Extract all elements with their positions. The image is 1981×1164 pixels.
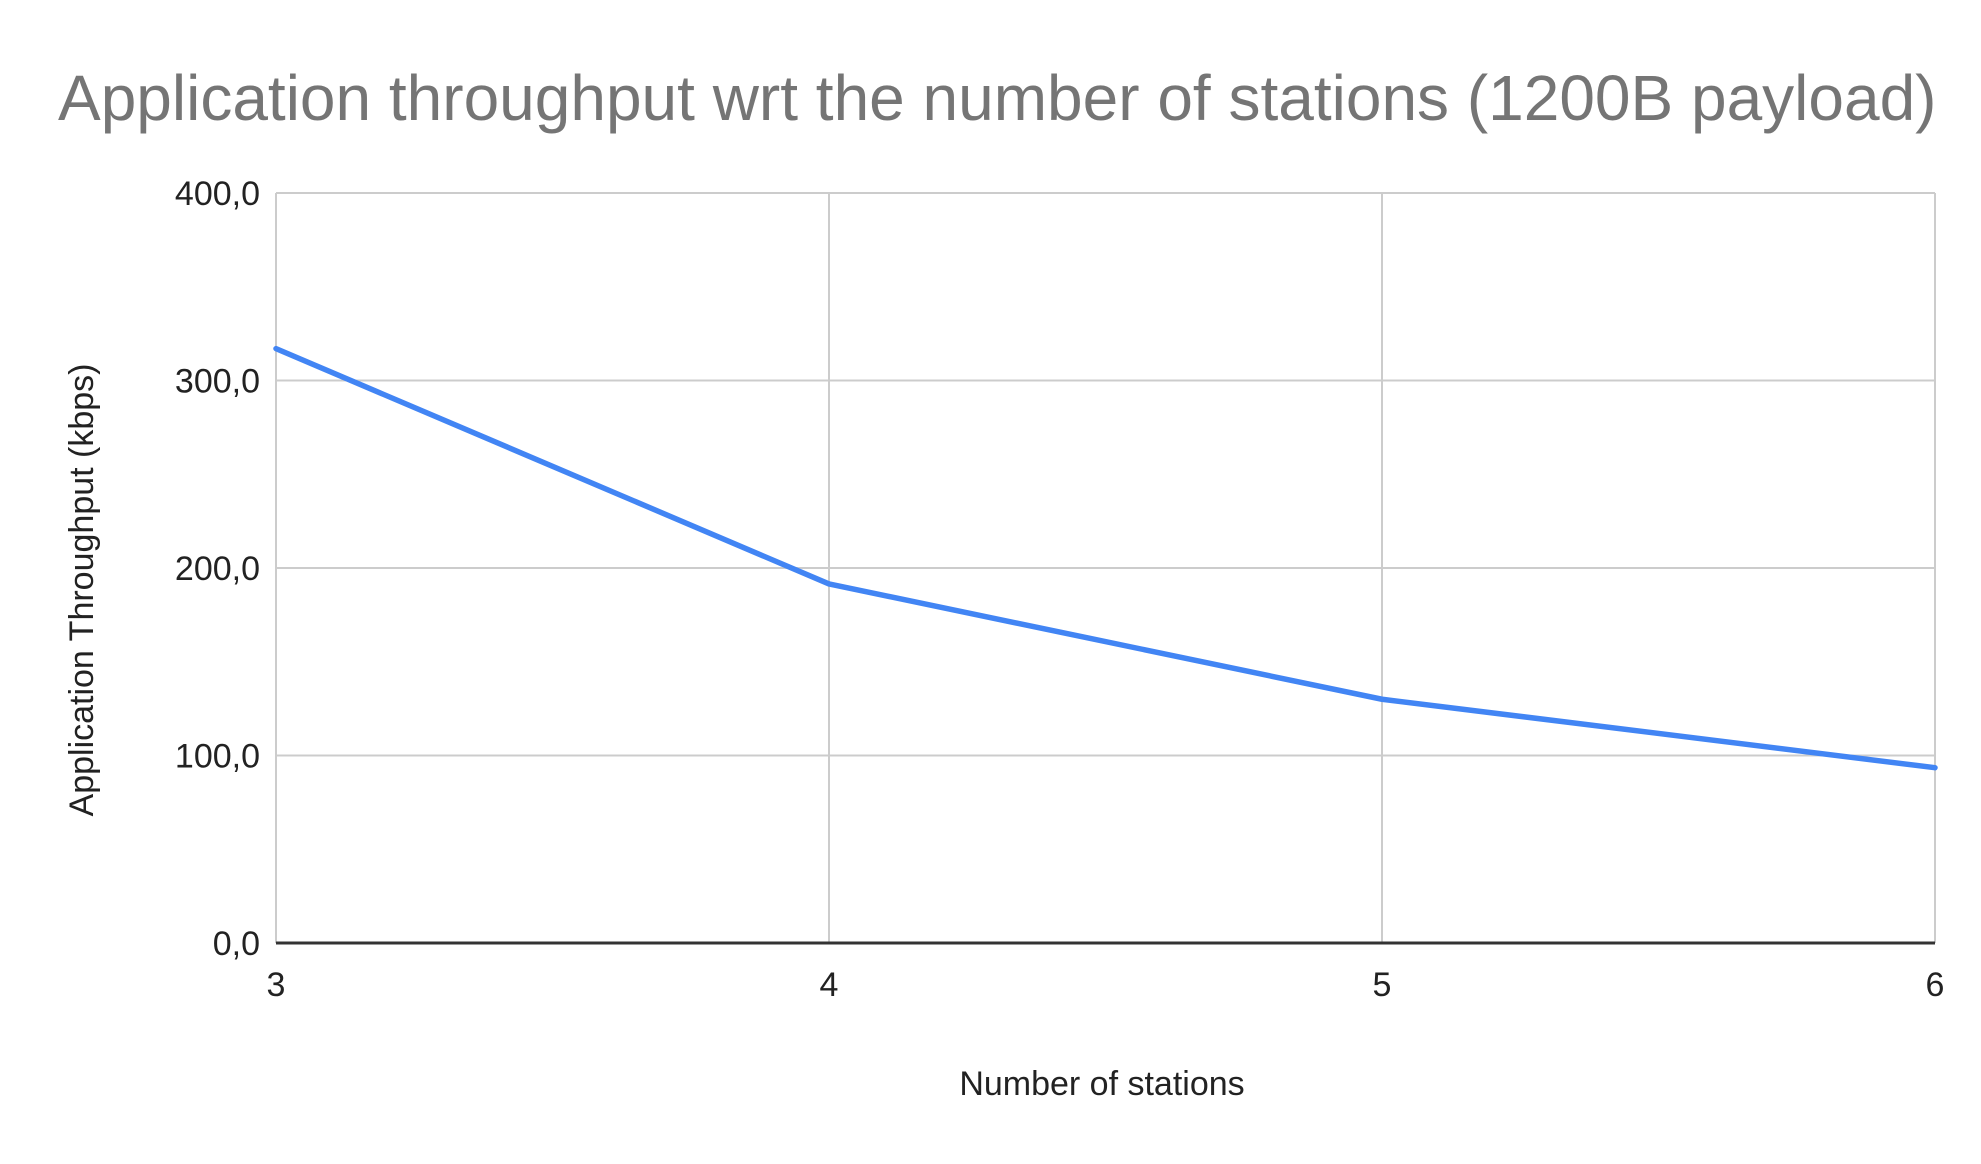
x-tick-labels: 3 4 5 6 bbox=[267, 966, 1945, 1004]
x-axis-title: Number of stations bbox=[959, 1065, 1244, 1103]
y-tick-label: 300,0 bbox=[175, 363, 260, 401]
x-tick-label: 5 bbox=[1373, 966, 1392, 1004]
y-tick-labels: 0,0 100,0 200,0 300,0 400,0 bbox=[175, 175, 260, 963]
y-axis-title: Application Throughput (kbps) bbox=[63, 364, 101, 817]
series-layer bbox=[273, 345, 1938, 771]
y-tick-label: 0,0 bbox=[213, 925, 260, 963]
y-tick-label: 400,0 bbox=[175, 175, 260, 213]
y-tick-label: 200,0 bbox=[175, 550, 260, 588]
x-tick-label: 4 bbox=[820, 966, 839, 1004]
chart-title: Application throughput wrt the number of… bbox=[58, 62, 1936, 134]
gridlines bbox=[275, 192, 1936, 943]
x-tick-label: 6 bbox=[1926, 966, 1945, 1004]
series-line bbox=[273, 345, 1938, 771]
x-tick-label: 3 bbox=[267, 966, 286, 1004]
y-tick-label: 100,0 bbox=[175, 738, 260, 776]
